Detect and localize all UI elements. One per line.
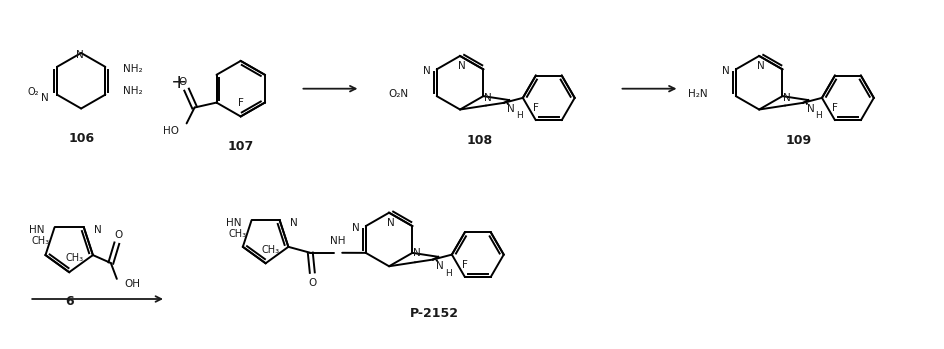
Text: 108: 108: [467, 134, 493, 147]
Text: O₂N: O₂N: [389, 89, 409, 99]
Text: F: F: [462, 260, 468, 270]
Text: H: H: [815, 111, 821, 120]
Text: NH₂: NH₂: [124, 86, 143, 96]
Text: N: N: [507, 104, 515, 114]
Text: N: N: [76, 50, 84, 60]
Text: H: H: [445, 269, 451, 278]
Text: CH₃: CH₃: [228, 229, 247, 239]
Text: H₂N: H₂N: [688, 89, 708, 99]
Text: O₂: O₂: [27, 87, 39, 97]
Text: H: H: [515, 111, 523, 120]
Text: CH₃: CH₃: [31, 236, 49, 246]
Text: F: F: [532, 103, 539, 113]
Text: OH: OH: [125, 279, 141, 289]
Text: F: F: [832, 103, 838, 113]
Text: F: F: [238, 98, 244, 107]
Text: N: N: [352, 223, 360, 233]
Text: HN: HN: [226, 218, 242, 228]
Text: CH₃: CH₃: [261, 245, 279, 255]
Text: N: N: [42, 92, 49, 103]
Text: N: N: [484, 92, 492, 103]
Text: N: N: [387, 218, 395, 228]
Text: N: N: [290, 218, 297, 228]
Text: 109: 109: [786, 134, 812, 147]
Text: N: N: [784, 92, 791, 103]
Text: O: O: [114, 230, 123, 240]
Text: N: N: [93, 225, 102, 235]
Text: N: N: [722, 66, 730, 76]
Text: NH: NH: [330, 236, 346, 246]
Text: N: N: [413, 248, 421, 258]
Text: 107: 107: [228, 140, 254, 153]
Text: N: N: [757, 61, 765, 71]
Text: N: N: [806, 104, 815, 114]
Text: CH₃: CH₃: [65, 253, 83, 263]
Text: +: +: [171, 73, 187, 92]
Text: N: N: [423, 66, 430, 76]
Text: N: N: [458, 61, 466, 71]
Text: P-2152: P-2152: [410, 307, 459, 320]
Text: 106: 106: [68, 132, 94, 145]
Text: 6: 6: [65, 296, 74, 309]
Text: O: O: [308, 277, 316, 288]
Text: NH₂: NH₂: [124, 64, 143, 74]
Text: HN: HN: [29, 225, 44, 235]
Text: N: N: [436, 261, 445, 271]
Text: HO: HO: [162, 126, 178, 136]
Text: O: O: [178, 77, 187, 87]
